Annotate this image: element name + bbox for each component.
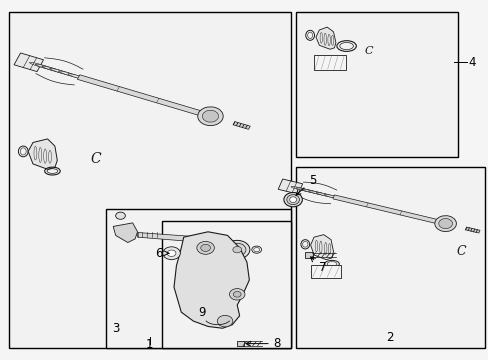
Ellipse shape [284,193,302,207]
Ellipse shape [58,71,83,79]
Bar [162,221,290,348]
Text: 3: 3 [112,322,119,335]
Ellipse shape [232,247,241,253]
Polygon shape [310,235,333,260]
Ellipse shape [290,186,309,192]
Text: 9: 9 [198,306,205,319]
Polygon shape [137,233,212,243]
FancyBboxPatch shape [310,265,340,278]
Text: C: C [91,152,102,166]
Bar [295,167,484,348]
Text: 5: 5 [295,174,316,195]
Ellipse shape [289,197,296,203]
Circle shape [233,292,241,297]
Polygon shape [278,179,302,194]
Ellipse shape [68,74,89,80]
Bar [9,12,290,348]
FancyBboxPatch shape [313,55,345,70]
Ellipse shape [308,191,331,197]
Polygon shape [174,232,249,328]
Ellipse shape [197,107,223,126]
Text: C: C [455,245,465,258]
Polygon shape [233,122,250,129]
FancyBboxPatch shape [236,341,243,346]
Circle shape [116,212,125,219]
Polygon shape [14,53,43,72]
Circle shape [163,247,180,260]
Ellipse shape [29,62,51,69]
Text: 7: 7 [310,257,325,274]
Ellipse shape [324,194,343,199]
Text: 1: 1 [145,338,153,351]
Text: 6: 6 [155,247,168,260]
Polygon shape [28,139,57,169]
Text: 8: 8 [245,337,281,350]
Ellipse shape [42,66,69,75]
Bar [106,208,290,348]
Ellipse shape [316,193,337,198]
Text: C: C [364,46,372,56]
Circle shape [217,315,232,327]
Polygon shape [315,27,335,49]
Polygon shape [332,195,446,226]
Ellipse shape [296,188,317,193]
Polygon shape [113,223,137,243]
Circle shape [197,242,214,254]
Ellipse shape [202,110,218,122]
Ellipse shape [228,243,245,256]
Text: 2: 2 [386,331,393,344]
Ellipse shape [434,216,455,231]
Ellipse shape [224,240,249,259]
Circle shape [201,244,210,251]
Circle shape [229,289,244,300]
Ellipse shape [35,64,61,72]
Ellipse shape [286,195,299,204]
Text: 4: 4 [467,55,475,69]
FancyBboxPatch shape [304,252,312,258]
Ellipse shape [438,219,451,229]
Polygon shape [465,227,479,233]
Ellipse shape [301,189,325,195]
Ellipse shape [49,68,77,77]
Circle shape [167,250,176,256]
Bar [295,12,458,157]
Polygon shape [77,75,211,118]
